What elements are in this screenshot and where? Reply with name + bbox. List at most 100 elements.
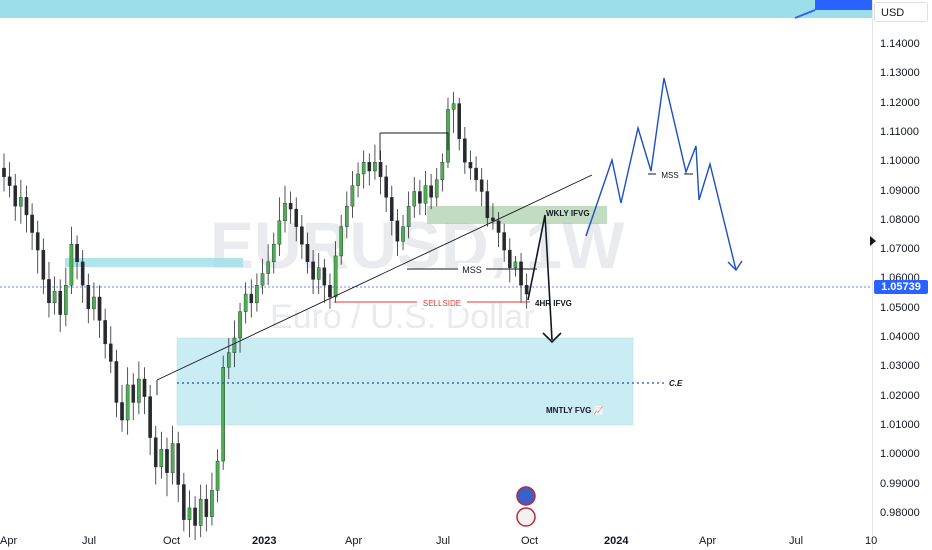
top-blue-tag <box>815 0 872 10</box>
bearish-candle <box>294 208 299 227</box>
bearish-candle <box>204 498 209 517</box>
bearish-candle <box>2 167 6 178</box>
bullish-candle <box>125 384 130 421</box>
time-axis-label: Apr <box>0 535 18 547</box>
bullish-candle <box>406 205 411 227</box>
top-blue-line <box>794 9 816 19</box>
us-flag-icon <box>516 507 536 527</box>
bearish-candle <box>311 261 315 280</box>
bearish-candle <box>97 296 102 321</box>
bullish-candle <box>238 311 242 339</box>
bearish-candle <box>7 176 12 186</box>
bearish-candle <box>103 320 107 345</box>
bullish-candle <box>513 261 518 268</box>
currency-selector[interactable]: USD <box>874 2 928 22</box>
price-tick-label: 0.99000 <box>880 477 920 490</box>
price-tick-label: 1.07000 <box>880 243 920 256</box>
monthly-fvg-zone <box>176 337 634 426</box>
bullish-candle <box>277 220 282 245</box>
bearish-candle <box>496 220 501 233</box>
time-axis-label: Apr <box>699 535 717 547</box>
bearish-candle <box>131 384 136 403</box>
bullish-candle <box>451 103 456 110</box>
bearish-candle <box>457 103 462 139</box>
bullish-candle <box>412 191 417 207</box>
trendline <box>156 174 593 381</box>
price-tick-label: 1.13000 <box>880 67 920 80</box>
bearish-candle <box>176 443 181 485</box>
time-axis-label: Jul <box>789 535 804 547</box>
bearish-candle <box>305 244 310 263</box>
mss-label-2: MSS <box>661 171 678 180</box>
bullish-candle <box>401 226 405 242</box>
bearish-candle <box>142 378 147 397</box>
bearish-candle <box>378 161 383 178</box>
bearish-candle <box>519 261 523 286</box>
bearish-candle <box>108 343 113 362</box>
bullish-candle <box>187 507 192 520</box>
bearish-candle <box>120 402 124 421</box>
mss-label-bg-2 <box>656 169 684 180</box>
bearish-candle <box>367 161 372 172</box>
price-tick-label: 1.02000 <box>880 389 920 402</box>
bullish-candle <box>170 443 175 473</box>
sellside-label-bg <box>417 297 467 308</box>
bearish-candle <box>153 437 158 468</box>
bullish-candle <box>316 267 321 280</box>
bullish-candle <box>440 161 445 180</box>
bearish-candle <box>328 285 332 298</box>
time-axis-label: 2023 <box>252 535 277 547</box>
price-tick-label: 1.01000 <box>880 418 920 431</box>
bearish-candle <box>80 261 85 286</box>
bearish-candle <box>58 290 62 315</box>
bullish-candle <box>159 449 164 468</box>
price-tick-label: 1.00000 <box>880 448 920 461</box>
weekly-ifvg-zone <box>427 206 607 224</box>
short-projection <box>527 214 553 341</box>
scroll-right-arrow-icon[interactable] <box>870 236 876 246</box>
bearish-candle <box>468 161 473 169</box>
bullish-candle <box>423 185 428 204</box>
bullish-candle <box>283 203 287 222</box>
wkly-ifvg-label: WKLY IFVG <box>546 209 590 218</box>
bullish-candle <box>210 490 214 517</box>
bullish-candle <box>339 226 344 257</box>
price-tick-label: 1.05000 <box>880 301 920 314</box>
time-axis-label: Oct <box>163 535 181 547</box>
bullish-candle <box>350 185 355 207</box>
price-tick-label: 1.04000 <box>880 331 920 343</box>
price-tick-label: 1.11000 <box>880 125 919 138</box>
time-axis-label: 10 <box>865 535 878 547</box>
bearish-candle <box>182 484 186 520</box>
bullish-candle <box>215 460 220 491</box>
price-tick-label: 1.10000 <box>880 155 920 168</box>
bearish-candle <box>30 214 34 233</box>
price-tick-label: 1.09000 <box>880 184 920 197</box>
bearish-candle <box>389 197 394 222</box>
bullish-candle <box>221 367 225 462</box>
sellside-label: SELLSIDE <box>423 299 461 308</box>
projection-arrow-icon <box>727 260 743 272</box>
bullish-candle <box>52 290 57 304</box>
left-fvg-zone <box>65 258 243 267</box>
bearish-candle <box>491 217 495 221</box>
bullish-candle <box>137 378 141 403</box>
bullish-candle <box>434 179 439 198</box>
bullish-candle <box>198 498 203 526</box>
bearish-candle <box>165 449 169 473</box>
price-tick-label: 0.98000 <box>880 506 920 519</box>
bullish-candle <box>333 255 338 298</box>
bearish-candle <box>24 197 29 216</box>
projection-path <box>585 77 737 271</box>
bearish-candle <box>148 396 152 438</box>
high-bracket <box>380 132 449 150</box>
time-axis-label: 2024 <box>604 535 629 547</box>
ce-label: C.E <box>669 379 683 388</box>
bearish-candle <box>502 232 506 251</box>
bearish-candle <box>384 176 388 198</box>
bearish-candle <box>75 244 79 263</box>
mss-label-bg-1 <box>458 263 486 275</box>
time-axis-label: Jul <box>82 535 97 547</box>
price-axis[interactable] <box>872 0 932 550</box>
